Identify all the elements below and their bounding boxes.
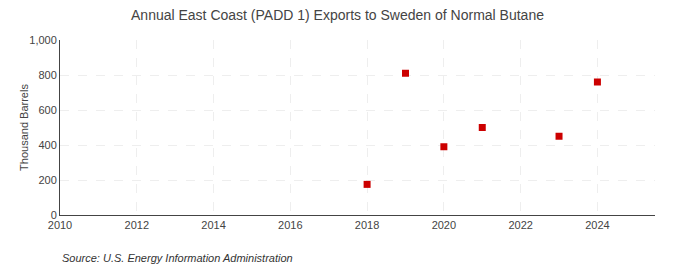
svg-text:1,000: 1,000 — [29, 34, 57, 46]
svg-text:2024: 2024 — [585, 219, 609, 231]
svg-text:600: 600 — [38, 104, 56, 116]
svg-text:2016: 2016 — [278, 219, 302, 231]
svg-text:2022: 2022 — [508, 219, 532, 231]
svg-text:Annual East Coast (PADD 1) Exp: Annual East Coast (PADD 1) Exports to Sw… — [131, 7, 544, 23]
svg-text:2014: 2014 — [201, 219, 225, 231]
svg-text:200: 200 — [38, 174, 56, 186]
svg-text:0: 0 — [51, 209, 57, 221]
svg-text:Thousand Barrels: Thousand Barrels — [18, 84, 30, 171]
svg-text:2018: 2018 — [355, 219, 379, 231]
svg-text:800: 800 — [38, 69, 56, 81]
svg-text:400: 400 — [38, 139, 56, 151]
svg-text:2012: 2012 — [125, 219, 149, 231]
svg-text:2020: 2020 — [432, 219, 456, 231]
svg-text:Source: U.S. Energy Informatio: Source: U.S. Energy Information Administ… — [62, 252, 293, 264]
svg-text:2010: 2010 — [48, 219, 72, 231]
